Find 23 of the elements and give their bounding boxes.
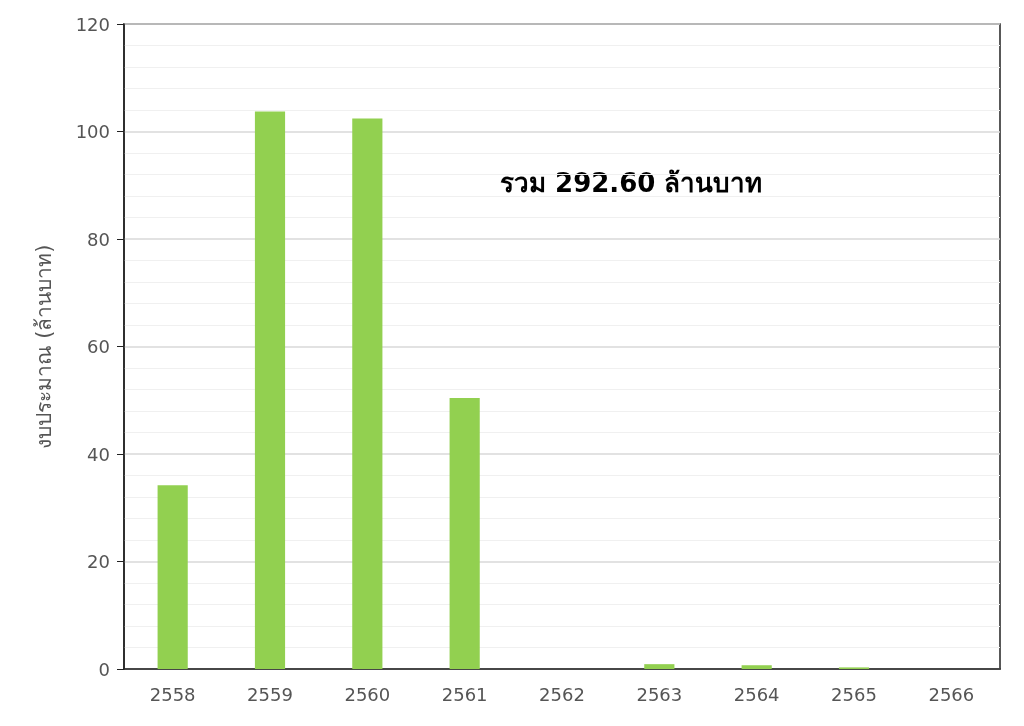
x-tick-label: 2561 [441, 683, 488, 705]
y-tick-label: 120 [75, 13, 110, 35]
bar [741, 665, 772, 669]
y-tick-label: 0 [98, 658, 110, 680]
x-tick-label: 2562 [539, 683, 585, 705]
y-tick-label: 80 [87, 228, 110, 250]
y-tick-label: 40 [87, 443, 110, 465]
x-tick-label: 2566 [928, 683, 975, 705]
bar [352, 118, 383, 669]
bar [449, 398, 480, 669]
y-axis-title: งบประมาณ (ล้านบาท) [31, 244, 56, 449]
x-tick-label: 2563 [636, 683, 683, 705]
bar [157, 485, 188, 669]
x-tick-label: 2564 [733, 683, 780, 705]
y-tick-label: 100 [75, 121, 110, 142]
x-tick-label: 2565 [831, 683, 877, 705]
x-tick-label: 2558 [149, 683, 196, 705]
bar [254, 111, 286, 669]
x-tick-label: 2560 [344, 683, 391, 705]
x-tick-label: 2559 [247, 683, 293, 705]
y-tick-label: 20 [87, 551, 110, 572]
bar [644, 664, 675, 669]
y-tick-label: 60 [87, 336, 110, 357]
